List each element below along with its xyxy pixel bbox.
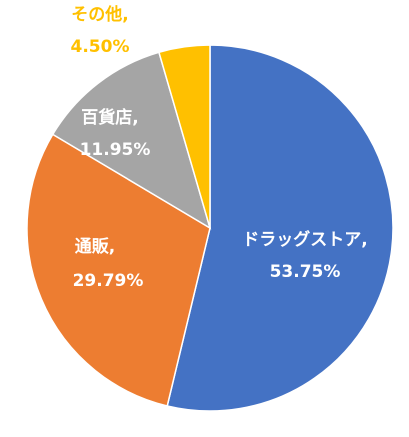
pie-slice — [166, 44, 394, 412]
value-label: 29.79% — [73, 271, 144, 291]
pie-slice — [158, 44, 211, 229]
value-label: 11.95% — [80, 140, 151, 160]
slice-label: 通販, — [75, 236, 115, 257]
slice-label: 百貨店, — [81, 107, 138, 128]
slice-label: その他, — [71, 4, 128, 25]
pie-slice — [51, 51, 212, 230]
pie-slice — [26, 133, 211, 407]
value-label: 53.75% — [270, 262, 341, 282]
slice-label: ドラッグストア, — [242, 229, 367, 250]
value-label: 4.50% — [71, 37, 130, 57]
